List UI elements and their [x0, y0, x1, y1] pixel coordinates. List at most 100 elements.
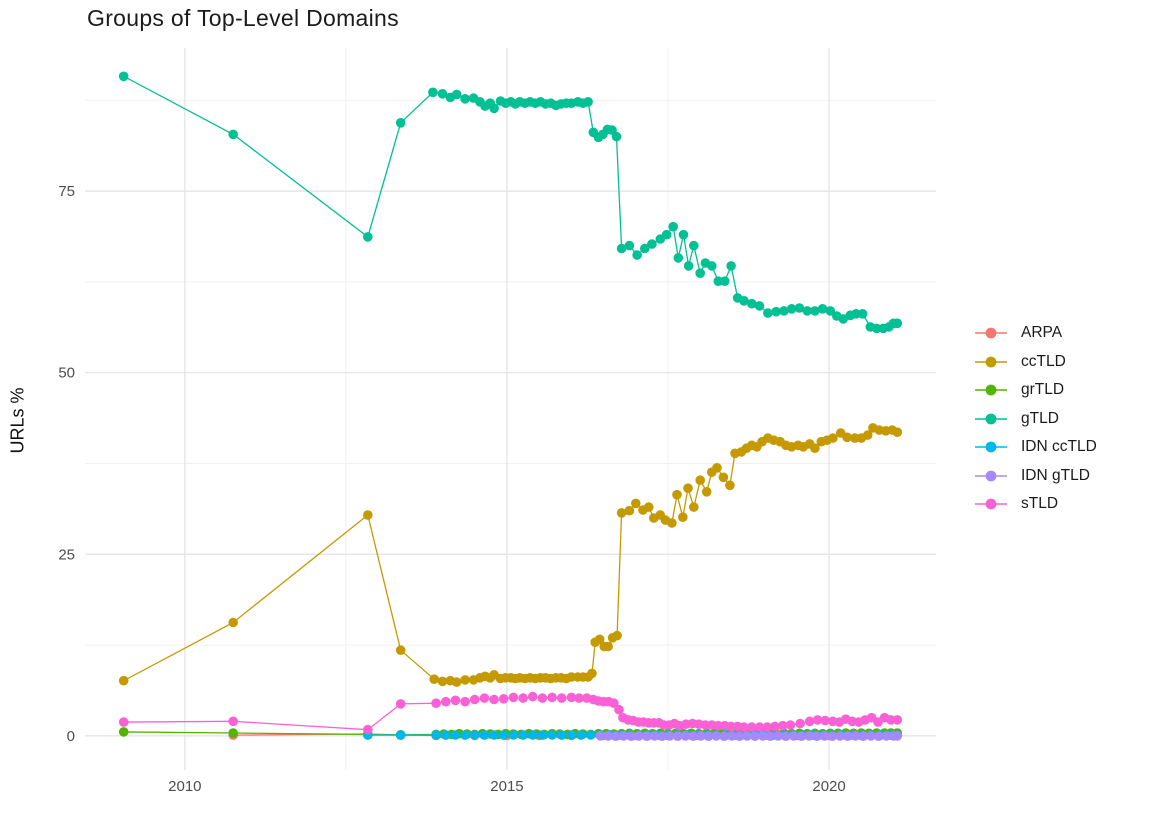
- data-point-gtld: [892, 318, 903, 329]
- data-point-idn-gtld: [595, 731, 606, 741]
- plot-title: Groups of Top-Level Domains: [87, 5, 399, 31]
- data-point-gtld: [616, 243, 627, 254]
- legend-key-icon: [975, 384, 1007, 396]
- data-point-gtld: [763, 308, 773, 318]
- data-point-cctld: [460, 675, 470, 685]
- legend-key-icon: [975, 356, 1007, 368]
- data-point-gtld: [825, 306, 836, 316]
- data-point-cctld: [363, 510, 373, 520]
- data-point-stld: [777, 720, 788, 731]
- y-tick-label: 0: [67, 728, 75, 745]
- legend-item-idn-gtld: IDN gTLD: [974, 462, 1097, 491]
- data-point-idn-gtld: [827, 731, 838, 741]
- data-point-gtld: [857, 309, 868, 319]
- data-point-cctld: [587, 668, 597, 679]
- legend-label: IDN gTLD: [1021, 466, 1090, 484]
- data-point-gtld: [739, 296, 749, 306]
- data-point-cctld: [701, 487, 712, 497]
- data-point-cctld: [678, 512, 688, 522]
- data-point-stld: [431, 698, 441, 708]
- data-point-stld: [363, 724, 373, 735]
- data-point-idn-cctld: [556, 730, 567, 740]
- data-point-idn-gtld: [765, 731, 776, 741]
- data-point-gtld: [779, 306, 789, 316]
- data-point-cctld: [892, 427, 903, 438]
- data-point-idn-gtld: [734, 731, 745, 741]
- legend-item-gtld: gTLD: [974, 405, 1097, 434]
- data-point-gtld: [838, 314, 848, 324]
- data-point-stld: [441, 696, 451, 707]
- data-point-cctld: [643, 502, 654, 512]
- data-point-idn-gtld: [611, 731, 621, 741]
- series-line-cctld: [123, 427, 898, 683]
- data-point-cctld: [624, 505, 635, 516]
- data-point-gtld: [460, 94, 470, 104]
- data-point-stld: [469, 694, 480, 705]
- data-point-gtld: [695, 268, 705, 279]
- data-point-cctld: [862, 430, 873, 440]
- data-point-gtld: [395, 118, 406, 128]
- data-point-idn-gtld: [657, 731, 667, 741]
- data-point-idn-cctld: [585, 730, 596, 740]
- data-point-stld: [892, 715, 903, 725]
- data-point-idn-gtld: [881, 731, 892, 741]
- data-point-idn-cctld: [518, 730, 528, 740]
- data-point-idn-gtld: [850, 731, 861, 741]
- data-point-idn-gtld: [618, 731, 629, 741]
- data-point-idn-gtld: [688, 731, 698, 741]
- data-point-gtld: [624, 240, 635, 251]
- data-point-idn-gtld: [866, 731, 876, 741]
- data-point-stld: [508, 692, 519, 703]
- data-point-idn-gtld: [835, 731, 845, 741]
- data-point-stld: [795, 718, 805, 729]
- data-point-cctld: [810, 443, 820, 454]
- data-point-idn-cctld: [498, 730, 509, 740]
- legend-item-cctld: ccTLD: [974, 348, 1097, 377]
- data-point-stld: [489, 694, 499, 705]
- data-point-cctld: [828, 433, 838, 443]
- data-point-stld: [460, 696, 470, 707]
- data-point-stld: [228, 716, 238, 727]
- y-axis-title: URLs %: [7, 387, 28, 454]
- legend-item-idn-cctld: IDN ccTLD: [974, 433, 1097, 462]
- data-point-gtld: [489, 103, 499, 114]
- legend-label: IDN ccTLD: [1021, 438, 1097, 456]
- data-point-stld: [770, 721, 780, 732]
- data-point-gtld: [428, 87, 438, 98]
- data-point-stld: [479, 693, 490, 703]
- data-point-gtld: [437, 89, 448, 99]
- legend-label: ARPA: [1021, 324, 1063, 342]
- y-tick-label: 50: [58, 365, 75, 382]
- data-point-idn-gtld: [719, 731, 729, 741]
- data-point-idn-cctld: [566, 730, 577, 740]
- data-point-idn-gtld: [873, 731, 884, 741]
- data-point-stld: [609, 698, 619, 708]
- data-point-gtld: [451, 89, 462, 100]
- data-point-cctld: [672, 489, 682, 500]
- series-line-gtld: [123, 75, 898, 330]
- data-point-cctld: [603, 641, 613, 652]
- data-point-idn-gtld: [804, 731, 814, 741]
- data-point-stld: [754, 722, 765, 732]
- data-point-cctld: [695, 475, 705, 486]
- data-point-idn-cctld: [450, 730, 461, 740]
- data-point-cctld: [616, 508, 627, 518]
- x-tick-label: 2010: [168, 778, 201, 795]
- legend-label: grTLD: [1021, 381, 1065, 399]
- data-point-idn-gtld: [858, 731, 868, 741]
- data-point-idn-cctld: [537, 730, 548, 740]
- x-tick-label: 2015: [490, 778, 523, 795]
- data-point-idn-gtld: [727, 731, 737, 741]
- data-point-cctld: [712, 463, 722, 473]
- data-point-cctld: [437, 676, 448, 687]
- data-point-idn-cctld: [431, 730, 441, 740]
- data-point-gtld: [802, 306, 812, 316]
- data-point-idn-cctld: [479, 730, 490, 740]
- data-point-stld: [574, 693, 584, 703]
- data-point-idn-gtld: [819, 731, 830, 741]
- data-point-gtld: [689, 240, 699, 251]
- data-point-gtld: [640, 243, 650, 254]
- data-point-idn-gtld: [742, 731, 752, 741]
- data-point-idn-cctld: [460, 730, 470, 740]
